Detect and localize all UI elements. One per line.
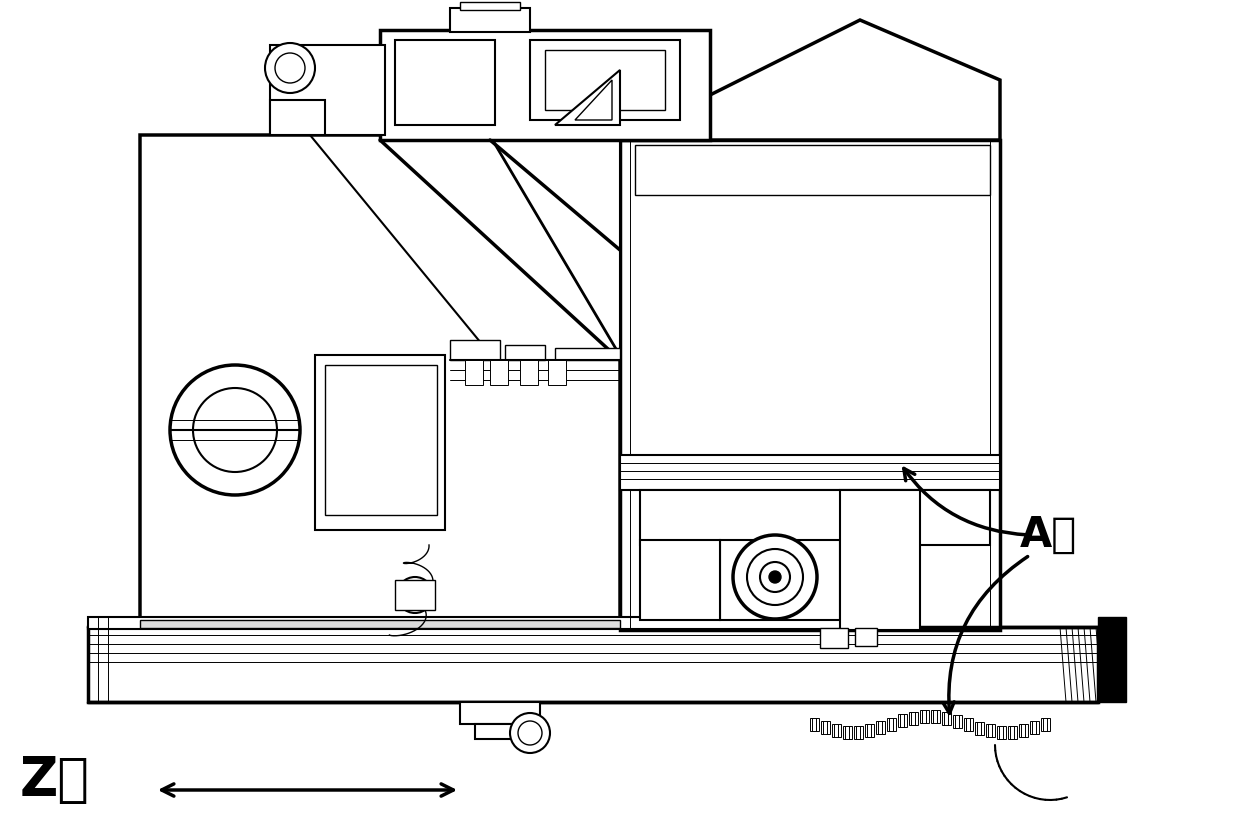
Bar bbox=[875, 721, 885, 734]
Bar bbox=[832, 724, 841, 737]
Bar bbox=[270, 100, 325, 135]
Circle shape bbox=[510, 713, 551, 753]
Bar bbox=[460, 2, 520, 10]
Bar bbox=[460, 702, 539, 724]
Bar bbox=[1097, 617, 1126, 702]
Bar bbox=[465, 360, 484, 385]
Circle shape bbox=[760, 562, 790, 592]
Bar bbox=[920, 710, 929, 723]
Bar bbox=[620, 455, 999, 490]
Bar bbox=[396, 580, 435, 610]
Bar bbox=[548, 360, 565, 385]
Bar bbox=[820, 628, 848, 648]
Bar bbox=[396, 40, 495, 125]
Circle shape bbox=[265, 43, 315, 93]
Bar bbox=[140, 620, 620, 628]
Bar bbox=[1019, 724, 1028, 737]
Circle shape bbox=[397, 577, 433, 613]
Bar bbox=[810, 718, 818, 731]
Text: A轴: A轴 bbox=[1021, 514, 1078, 556]
Bar bbox=[821, 721, 830, 735]
Bar bbox=[379, 30, 711, 140]
Bar bbox=[720, 540, 839, 620]
Bar bbox=[270, 45, 384, 135]
Bar bbox=[986, 724, 994, 737]
Circle shape bbox=[746, 549, 804, 605]
Bar bbox=[843, 726, 852, 739]
Bar bbox=[475, 724, 529, 739]
Bar bbox=[963, 718, 973, 732]
Bar bbox=[450, 8, 529, 32]
Bar bbox=[88, 627, 1097, 702]
Bar bbox=[88, 617, 908, 629]
Polygon shape bbox=[340, 135, 620, 355]
Bar bbox=[1042, 718, 1050, 731]
Circle shape bbox=[518, 721, 542, 745]
Circle shape bbox=[170, 365, 300, 495]
Text: Z轴: Z轴 bbox=[20, 754, 89, 806]
Bar bbox=[1008, 726, 1017, 739]
Bar bbox=[866, 724, 874, 737]
Bar bbox=[505, 345, 546, 360]
Bar bbox=[887, 718, 897, 731]
Bar bbox=[954, 715, 962, 727]
Bar bbox=[975, 721, 985, 735]
Bar bbox=[931, 711, 940, 723]
Polygon shape bbox=[140, 135, 620, 628]
Bar bbox=[640, 540, 720, 620]
Circle shape bbox=[405, 585, 425, 605]
Bar bbox=[315, 355, 445, 530]
Bar bbox=[546, 50, 665, 110]
Bar bbox=[620, 140, 999, 630]
Circle shape bbox=[769, 571, 781, 583]
Bar bbox=[529, 40, 680, 120]
Circle shape bbox=[733, 535, 817, 619]
Bar bbox=[909, 711, 918, 725]
Bar bbox=[854, 726, 863, 739]
Bar bbox=[942, 711, 951, 725]
Bar bbox=[520, 360, 538, 385]
Bar bbox=[856, 628, 877, 646]
Circle shape bbox=[193, 388, 277, 472]
Bar bbox=[635, 145, 990, 195]
Bar bbox=[997, 726, 1006, 739]
Bar bbox=[450, 340, 500, 360]
Bar bbox=[490, 360, 508, 385]
Polygon shape bbox=[575, 80, 613, 120]
Bar bbox=[325, 365, 436, 515]
Polygon shape bbox=[556, 70, 620, 125]
Bar bbox=[640, 490, 990, 545]
Bar bbox=[839, 490, 920, 630]
Circle shape bbox=[275, 53, 305, 83]
Bar bbox=[1030, 721, 1039, 734]
Polygon shape bbox=[620, 20, 999, 140]
Bar bbox=[898, 715, 906, 727]
Bar bbox=[556, 348, 620, 360]
